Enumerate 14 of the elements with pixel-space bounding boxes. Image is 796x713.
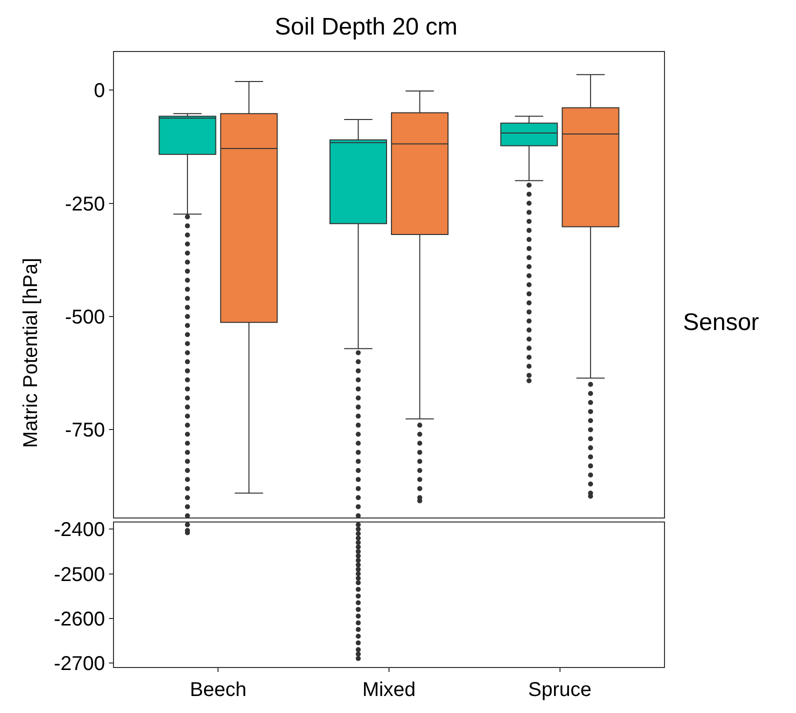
x-tick-label: Spruce [528, 679, 592, 701]
y-tick-label: 0 [94, 80, 105, 102]
x-tick-label: Mixed [362, 679, 416, 701]
legend-title: Sensor [683, 309, 760, 336]
x-tick-label: Beech [190, 679, 247, 701]
y-axis-title: Matric Potential [hPa] [20, 258, 42, 448]
y-tick-label: -750 [64, 420, 105, 442]
chart-title: Soil Depth 20 cm [274, 14, 458, 41]
y-tick-label: -2700 [54, 652, 105, 675]
y-tick-label: -2600 [54, 608, 105, 630]
y-tick-label: -2400 [54, 519, 105, 542]
y-tick-label: -2500 [54, 564, 105, 586]
y-tick-label: -500 [64, 306, 105, 328]
y-tick-label: -250 [64, 193, 105, 216]
